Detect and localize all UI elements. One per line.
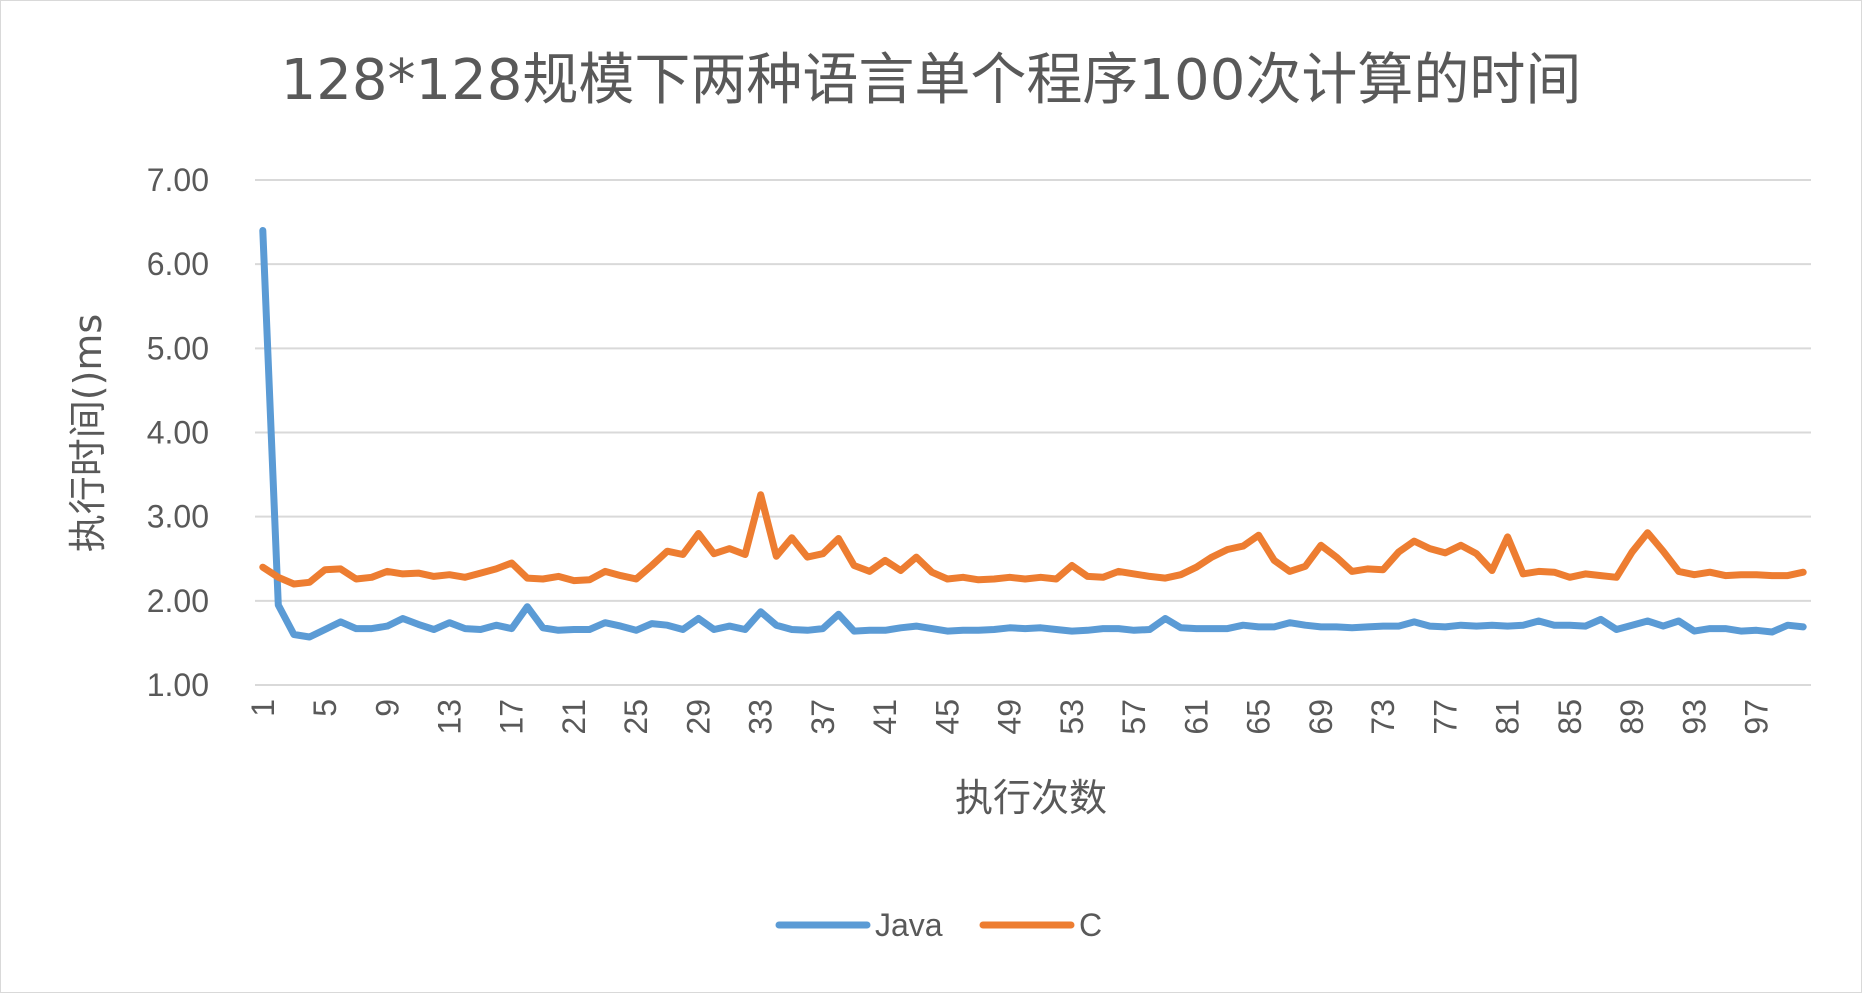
y-tick-label: 6.00 (147, 246, 209, 282)
legend-label: Java (875, 907, 943, 943)
x-tick-label: 53 (1054, 699, 1090, 735)
x-tick-label: 77 (1427, 699, 1463, 735)
x-tick-label: 5 (307, 699, 343, 717)
x-tick-label: 37 (805, 699, 841, 735)
y-tick-label: 3.00 (147, 499, 209, 535)
x-tick-label: 25 (618, 699, 654, 735)
x-tick-label: 73 (1365, 699, 1401, 735)
x-axis-title: 执行次数 (955, 776, 1107, 820)
y-tick-label: 7.00 (147, 162, 209, 198)
legend-label: C (1079, 907, 1102, 943)
series-line-java (259, 227, 1807, 641)
x-tick-label: 81 (1490, 699, 1526, 735)
series-lines (259, 227, 1807, 641)
x-tick-label: 57 (1116, 699, 1152, 735)
y-tick-label: 5.00 (147, 330, 209, 366)
legend: Java C (775, 907, 1102, 943)
x-tick-label: 1 (245, 699, 281, 717)
chart-title: 128*128规模下两种语言单个程序100次计算的时间 (281, 48, 1582, 113)
x-tick-label: 41 (867, 699, 903, 735)
x-tick-label: 33 (743, 699, 779, 735)
y-tick-label: 2.00 (147, 583, 209, 619)
x-tick-label: 65 (1241, 699, 1277, 735)
x-tick-label: 21 (556, 699, 592, 735)
y-tick-label: 1.00 (147, 667, 209, 703)
gridlines (255, 179, 1811, 686)
y-axis-title: 执行时间()ms (66, 314, 110, 552)
x-tick-label: 13 (432, 699, 468, 735)
series-line-c (259, 491, 1807, 588)
x-tick-label: 49 (992, 699, 1028, 735)
y-tick-label: 4.00 (147, 415, 209, 451)
x-tick-label: 89 (1614, 699, 1650, 735)
x-tick-label: 29 (680, 699, 716, 735)
x-tick-label: 9 (369, 699, 405, 717)
x-tick-label: 61 (1178, 699, 1214, 735)
x-axis-tick-labels: 1 5 9 13 17 21 25 29 33 37 41 45 49 53 57 61 65 69 73 77 81 8… (245, 699, 1775, 735)
x-tick-label: 85 (1552, 699, 1588, 735)
x-tick-label: 45 (929, 699, 965, 735)
x-tick-label: 69 (1303, 699, 1339, 735)
x-tick-label: 93 (1676, 699, 1712, 735)
x-tick-label: 17 (494, 699, 530, 735)
y-axis-tick-labels: 1.00 2.00 3.00 4.00 5.00 6.00 7.00 (147, 162, 209, 703)
x-tick-label: 97 (1739, 699, 1775, 735)
